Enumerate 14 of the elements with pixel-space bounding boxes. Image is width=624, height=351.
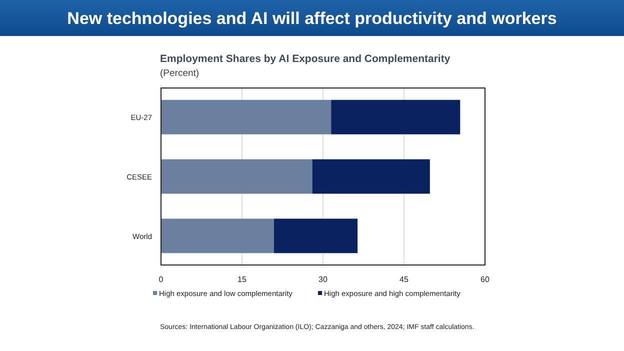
- text: (Percent): [160, 68, 200, 79]
- bar: [274, 218, 358, 254]
- bar: [161, 100, 332, 134]
- bar: [312, 159, 430, 194]
- bar: [331, 100, 460, 134]
- chart-subtitle: Employment Shares by AI Exposure and Complementarity: [160, 53, 450, 65]
- x-tick-label: 30: [318, 275, 328, 284]
- x-tick-label: 0: [158, 275, 164, 284]
- bar: [161, 159, 312, 194]
- x-tick-label: 45: [400, 275, 409, 284]
- x-tick-label: 15: [238, 275, 247, 284]
- x-tick-label: 60: [480, 275, 490, 284]
- bar: [161, 218, 274, 254]
- chart-title: New technologies and AI will affect productivity and workers: [67, 9, 557, 28]
